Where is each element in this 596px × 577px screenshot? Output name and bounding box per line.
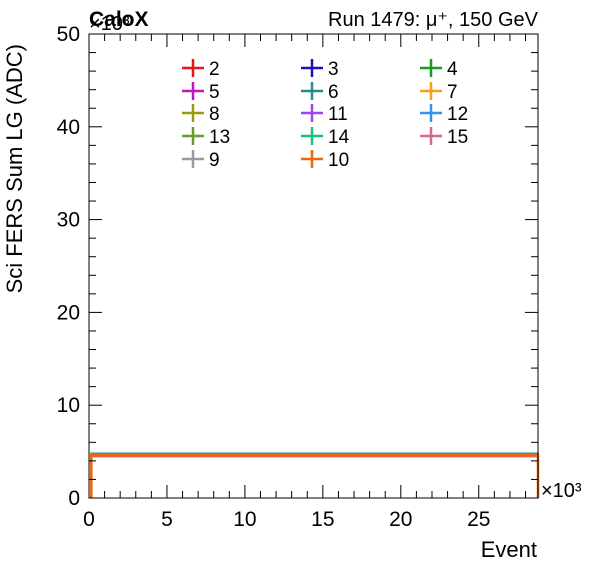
y-tick-label: 50 [57,23,80,46]
legend-label: 11 [328,104,348,125]
legend-entry-5: 5 [182,82,220,103]
legend-label: 14 [328,127,350,148]
x-axis-label: Event [481,537,537,562]
legend-label: 10 [328,150,349,171]
x-axis-exponent: ×10³ [541,480,582,502]
series-line-15 [90,455,539,498]
series-line-5 [90,455,539,498]
legend-label: 2 [209,59,220,80]
legend-label: 9 [209,150,220,171]
legend-label: 8 [209,104,220,125]
legend-entry-7: 7 [420,82,458,103]
legend-entry-8: 8 [182,104,220,125]
series-line-9 [90,454,539,498]
legend-entry-13: 13 [182,127,230,148]
y-tick-label: 20 [57,301,80,324]
y-axis-label: Sci FERS Sum LG (ADC) [2,44,27,293]
legend: 2 3 4 5 6 7 8 11 12 13 14 15 9 10 [182,59,468,171]
x-tick-label: 5 [161,508,173,531]
series-line-11 [90,454,539,498]
series-line-8 [90,454,539,498]
experiment-label: CaloX [89,8,149,31]
series-line-13 [90,454,539,498]
legend-label: 13 [209,127,230,148]
legend-label: 12 [447,104,468,125]
legend-entry-2: 2 [182,59,220,80]
plot-frame [88,33,539,499]
legend-label: 7 [447,82,458,103]
y-tick-label: 40 [57,116,80,139]
run-info: Run 1479: μ⁺, 150 GeV [328,9,539,31]
x-tick-label: 20 [389,508,412,531]
legend-label: 3 [328,59,339,80]
legend-label: 15 [447,127,468,148]
y-tick-label: 30 [57,209,80,232]
series-line-12 [90,454,539,498]
series-line-4 [90,454,539,498]
x-tick-label: 10 [233,508,256,531]
x-tick-label: 0 [83,508,95,531]
legend-entry-11: 11 [301,104,348,125]
series-line-7 [90,454,539,498]
legend-label: 4 [447,59,458,80]
y-tick-label: 0 [68,487,80,510]
legend-entry-3: 3 [301,59,339,80]
y-tick-label: 10 [57,394,80,417]
x-tick-label: 25 [467,508,490,531]
x-tick-label: 15 [311,508,334,531]
legend-label: 6 [328,82,339,103]
legend-entry-4: 4 [420,59,458,80]
legend-label: 5 [209,82,220,103]
series-line-2 [90,454,539,498]
legend-entry-12: 12 [420,104,468,125]
legend-entry-6: 6 [301,82,339,103]
legend-entry-9: 9 [182,150,220,171]
series-line-3 [90,454,539,498]
series-layer [90,452,540,498]
series-line-14 [90,453,539,498]
series-line-10 [90,454,540,498]
legend-entry-15: 15 [420,127,468,148]
legend-entry-10: 10 [301,150,349,171]
series-line-6 [90,452,539,498]
y-axis-exponent: ×10³ [89,13,130,35]
legend-entry-14: 14 [301,127,350,148]
